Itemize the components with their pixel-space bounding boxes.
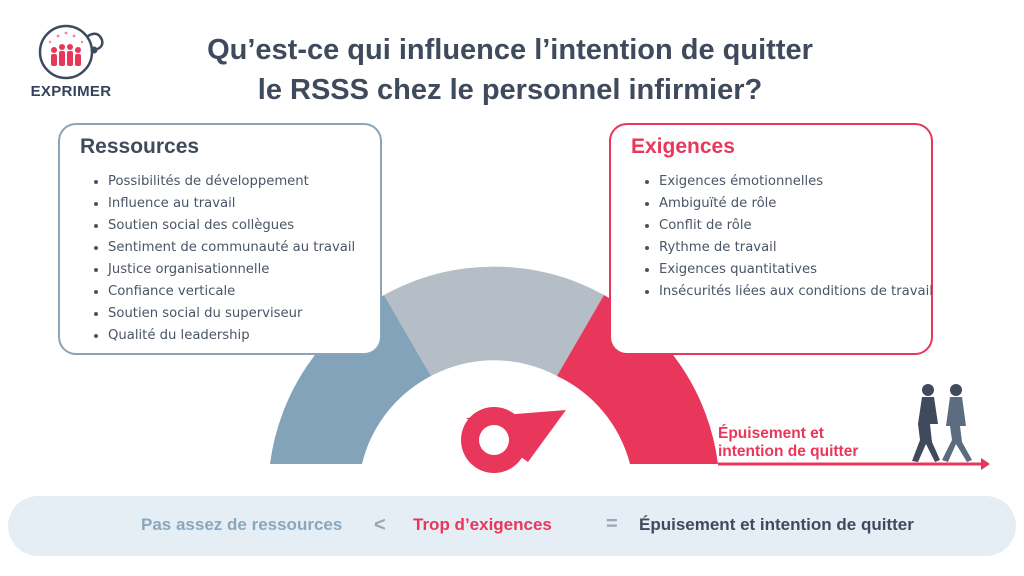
list-item: Exigences émotionnelles (659, 171, 935, 193)
title-line-1: Qu’est-ce qui influence l’intention de q… (207, 34, 813, 66)
gauge-segment-resources (270, 295, 431, 464)
list-item: Conflit de rôle (659, 215, 935, 237)
equation-result: Épuisement et intention de quitter (639, 515, 914, 534)
list-item: Insécurités liées aux conditions de trav… (659, 281, 935, 303)
list-item: Justice organisationnelle (108, 259, 384, 281)
people-stethoscope-icon (38, 24, 104, 80)
demands-box: Exigences Exigences émotionnelles Ambigu… (609, 123, 933, 355)
gauge-needle (461, 407, 566, 473)
equation-left: Pas assez de ressources (141, 515, 343, 534)
list-item: Confiance verticale (108, 281, 384, 303)
walking-people-icon (912, 384, 972, 462)
exprimer-logo: EXPRIMER (28, 22, 111, 104)
equation-equals: = (606, 513, 618, 535)
exit-label: Épuisement et intention de quitter (718, 425, 898, 461)
list-item: Rythme de travail (659, 237, 935, 259)
demands-heading: Exigences (631, 135, 735, 158)
exit-label-line-2: intention de quitter (718, 443, 859, 460)
gauge-segment-neutral (384, 266, 604, 376)
exit-label-line-1: Épuisement et (718, 425, 824, 442)
list-item: Soutien social des collègues (108, 215, 384, 237)
list-item: Sentiment de communauté au travail (108, 237, 384, 259)
list-item: Qualité du leadership (108, 325, 384, 347)
resources-heading: Ressources (80, 135, 200, 158)
resources-list: Possibilités de développement Influence … (90, 171, 384, 347)
gauge-segment-demands (557, 295, 718, 464)
list-item: Influence au travail (108, 193, 384, 215)
list-item: Exigences quantitatives (659, 259, 935, 281)
page-title: Qu’est-ce qui influence l’intention de q… (150, 30, 870, 110)
title-line-2: le RSSS chez le personnel infirmier? (257, 74, 763, 106)
equation-less-than: < (374, 514, 386, 536)
demands-list: Exigences émotionnelles Ambiguïté de rôl… (641, 171, 935, 303)
equation-middle: Trop d’exigences (413, 515, 552, 534)
list-item: Ambiguïté de rôle (659, 193, 935, 215)
logo-text: EXPRIMER (30, 83, 112, 100)
list-item: Soutien social du superviseur (108, 303, 384, 325)
list-item: Possibilités de développement (108, 171, 384, 193)
exit-arrow (718, 458, 990, 470)
equation-bar: Pas assez de ressources < Trop d’exigenc… (8, 496, 1016, 556)
resources-box: Ressources Possibilités de développement… (58, 123, 382, 355)
